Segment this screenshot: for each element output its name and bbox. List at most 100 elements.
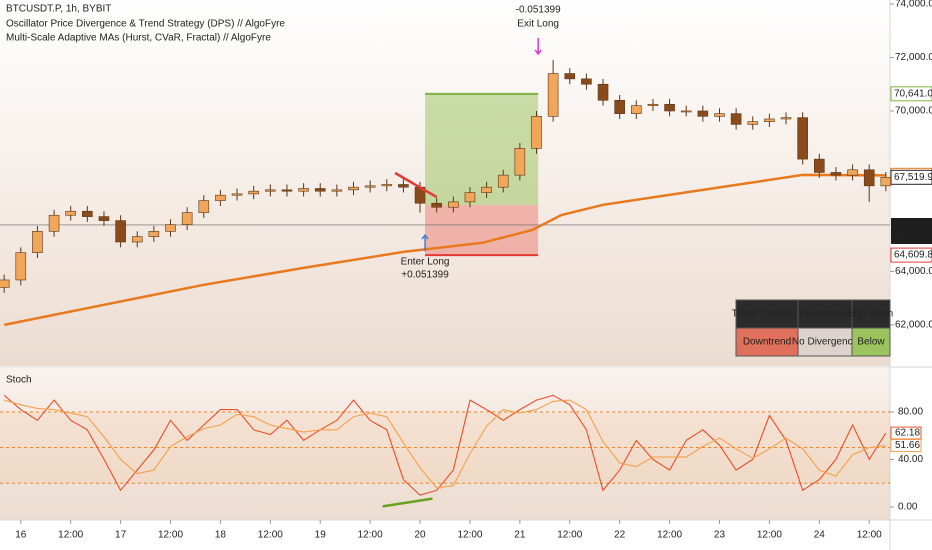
table-text: Below [857,337,885,348]
y-tick-label: 0.00 [898,502,918,513]
table-header-cell [735,299,799,329]
indicator-name: Oscillator Price Divergence & Trend Stra… [6,19,285,30]
candle-body [115,220,126,243]
x-tick-label: 22 [614,530,626,541]
candle-body [0,279,10,288]
candle-body [680,110,692,113]
candle-body [797,117,808,160]
last-price-label: 65,736.1 [894,220,932,231]
candle-body [464,192,476,203]
candle-body [281,189,293,192]
candle-body [15,252,27,281]
x-tick-label: 21 [514,530,526,541]
candle-body [98,216,110,221]
candle-body [481,186,492,193]
candle-body [780,117,792,120]
trade-label: Enter Long [401,257,450,268]
candle-body [714,113,725,117]
trade-profit: +0.051399 [401,270,449,281]
candle-body [148,231,160,237]
candle-body [880,176,892,187]
candle-body [448,201,459,208]
price-label-box [890,247,932,263]
trade-label: Exit Long [517,19,559,30]
x-tick-label: 12:00 [457,530,482,541]
candle-body [364,185,376,188]
candle-body [614,99,625,114]
table-header: Divergence [800,309,851,320]
candle-body [348,186,359,191]
candle-body [65,210,76,216]
candle-body [248,190,259,195]
y-tick-label: 62,000.0 [895,320,932,331]
candle-body [48,214,60,232]
symbol: BTCUSDT.P, 1h, BYBIT [6,4,111,15]
moving-average [3,173,886,327]
candle-body [198,200,210,213]
candle-body [547,73,559,117]
table-text: No Divergence [792,337,859,348]
time-axis [0,520,890,550]
table-cell [851,327,891,357]
divergence-line [394,171,438,199]
enter-arrow [421,233,429,252]
x-tick-label: 24 [814,530,826,541]
x-tick-label: 12:00 [58,530,83,541]
last-price-box [891,217,932,244]
last-value-box [890,439,922,453]
last-value-label: 51.66 [895,440,920,451]
candle-body [231,193,243,196]
x-tick-label: 20 [414,530,426,541]
table-cell [735,327,799,357]
candle-body [165,224,176,232]
x-tick-label: 19 [315,530,327,541]
candle-body [764,118,775,122]
candle-body [564,73,576,80]
table-header-cell [851,299,891,329]
table-header: 50p Mean [849,309,893,320]
x-tick-label: 12:00 [358,530,383,541]
table-text: Downtrend [743,337,791,348]
x-tick-label: 12:00 [857,530,882,541]
candle-body [531,116,542,149]
y-tick-label: 70,000.0 [895,106,932,117]
last-value-label: 62.18 [895,428,920,439]
candle-body [398,184,409,188]
y-tick-label: 74,000.0 [895,0,932,10]
price-label: 67,519.9 [894,172,932,183]
x-tick-label: 12:00 [657,530,682,541]
x-tick-label: 12:00 [158,530,183,541]
x-tick-label: 16 [15,530,27,541]
candle-body [730,113,742,125]
candle-body [431,202,442,208]
candle-body [847,169,858,176]
y-tick-label: 40.00 [898,454,923,465]
candle-body [381,184,393,187]
pane-title: Stoch [6,375,32,386]
price-label: 64,609.87 [894,250,932,261]
candle-body [647,103,659,106]
exit-arrow [534,38,542,56]
y-tick-label: 72,000.0 [895,52,932,63]
candle-body [830,172,842,176]
candle-body [664,103,675,112]
price-label: 70,641.00 [894,88,932,99]
stoch-line [3,394,887,496]
candle-body [514,148,526,176]
candle-body [181,212,193,225]
indicator-name: Multi-Scale Adaptive MAs (Hurst, CVaR, F… [6,33,271,44]
candle-body [597,83,609,101]
candle-body [82,210,93,217]
candle-body [814,158,825,173]
divergence-line [382,497,433,508]
candle-body [314,188,326,192]
x-tick-label: 23 [714,530,726,541]
candle-body [747,121,759,125]
table-header: Trend Condition [732,309,803,320]
x-tick-label: 17 [115,530,127,541]
candle-body [131,236,143,243]
x-tick-label: 12:00 [258,530,283,541]
x-tick-label: 12:00 [757,530,782,541]
